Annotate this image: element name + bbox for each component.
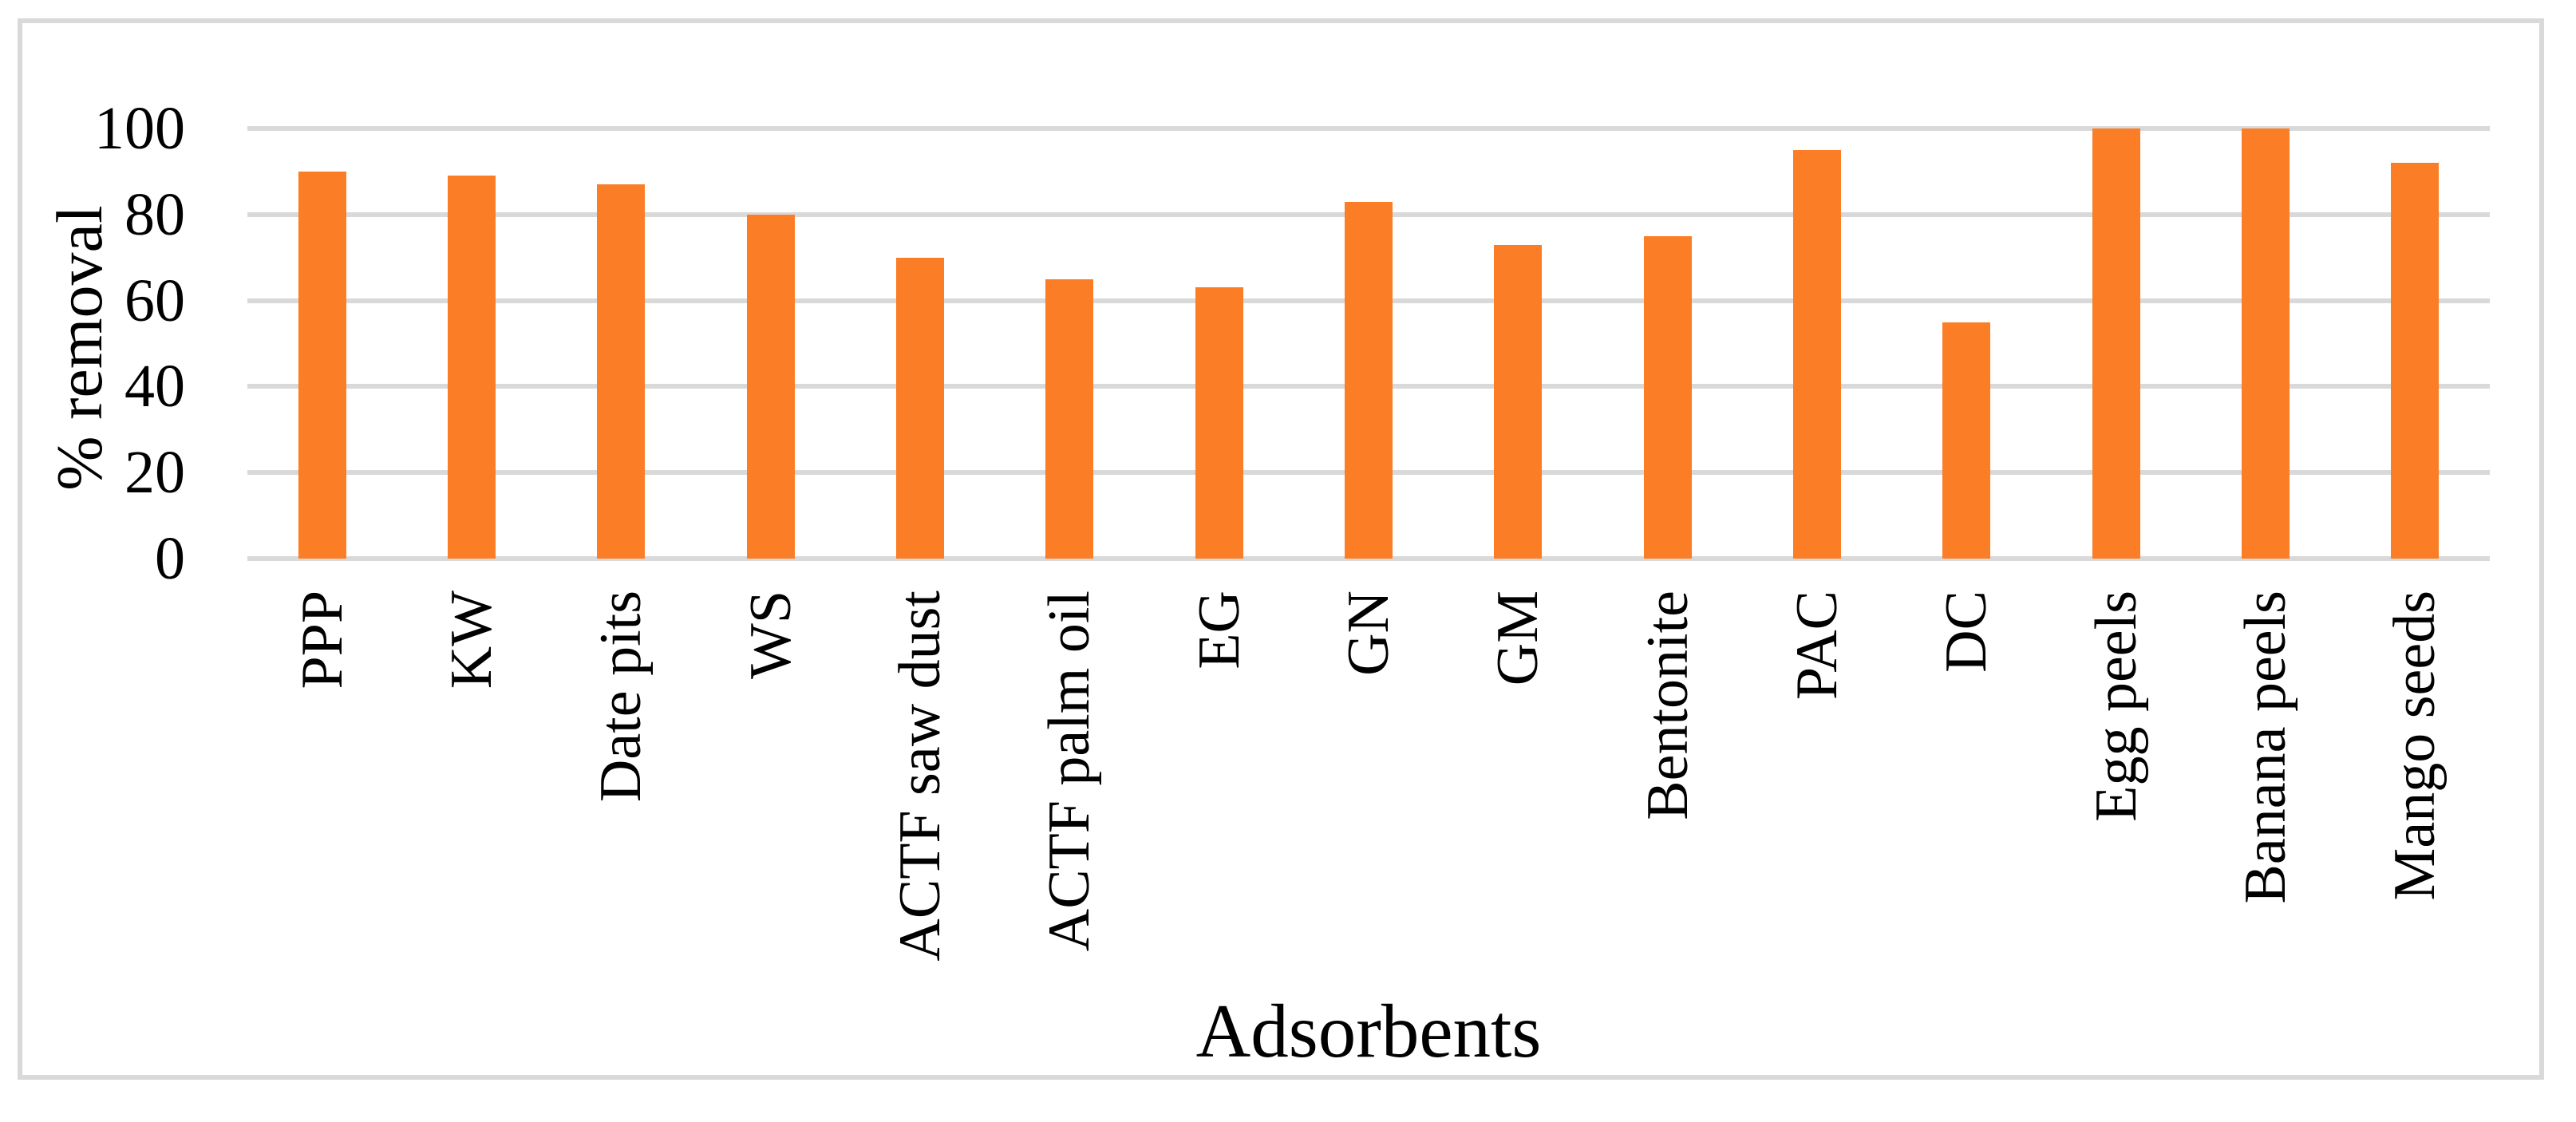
- bar-ppp: [298, 171, 346, 559]
- bar-gn: [1345, 201, 1393, 559]
- bar-banana-peels: [2242, 128, 2290, 559]
- x-tick-label: KW: [439, 591, 504, 689]
- y-tick-label: 80: [124, 180, 185, 248]
- figure-border: [18, 18, 2544, 1080]
- x-tick-label: ACTF palm oil: [1037, 591, 1103, 952]
- x-axis-title: Adsorbents: [1195, 989, 1542, 1073]
- x-tick-label: GN: [1336, 591, 1401, 676]
- bar-eg: [1195, 287, 1243, 559]
- bar-pac: [1793, 149, 1841, 559]
- x-tick-label: PAC: [1784, 591, 1850, 701]
- bar-actf-saw-dust: [896, 257, 944, 559]
- x-tick-label: Bentonite: [1634, 591, 1701, 820]
- y-tick-label: 60: [124, 267, 185, 334]
- x-tick-label: ACTF saw dust: [887, 591, 953, 962]
- y-tick-label: 100: [94, 95, 185, 162]
- x-tick-label: PPP: [289, 591, 355, 689]
- y-tick-label: 20: [124, 439, 185, 507]
- x-tick-label: Banana peels: [2233, 591, 2298, 904]
- bar-bentonite: [1643, 235, 1692, 559]
- x-tick-label: DC: [1934, 591, 2000, 673]
- bar-date-pits: [597, 184, 646, 559]
- bar-actf-palm-oil: [1045, 279, 1094, 559]
- x-tick-label: Mango seeds: [2382, 591, 2448, 901]
- y-tick-label: 0: [155, 525, 185, 592]
- y-tick-label: 40: [124, 353, 185, 421]
- bar-mango-seeds: [2391, 163, 2440, 559]
- bar-gm: [1494, 244, 1543, 559]
- x-tick-label: Egg peels: [2083, 591, 2149, 822]
- x-tick-label: WS: [737, 591, 804, 679]
- bar-dc: [1942, 322, 1991, 559]
- bar-kw: [448, 176, 496, 559]
- x-tick-label: Date pits: [588, 591, 654, 803]
- x-axis-line: [247, 556, 2490, 561]
- x-tick-label: GM: [1485, 591, 1551, 686]
- gridline-100: [247, 126, 2490, 131]
- bar-egg-peels: [2092, 128, 2140, 559]
- x-tick-label: EG: [1186, 591, 1252, 670]
- bar-ws: [746, 214, 795, 559]
